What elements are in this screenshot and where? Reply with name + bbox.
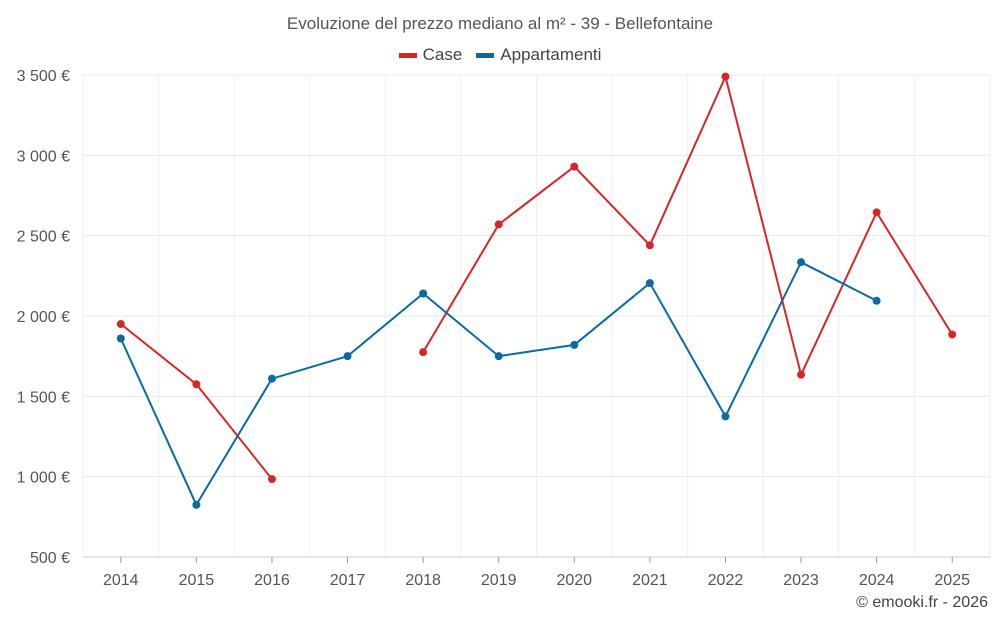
series-line-appartamenti <box>497 343 576 358</box>
data-point-case-2025[interactable] <box>948 330 957 339</box>
data-point-case-2014[interactable] <box>116 320 125 329</box>
series-line-case <box>119 323 198 386</box>
series-line-case <box>195 383 273 481</box>
data-point-case-2020[interactable] <box>570 162 579 171</box>
series-line-case <box>875 211 954 336</box>
data-point-appartamenti-2017[interactable] <box>343 352 352 361</box>
data-point-appartamenti-2024[interactable] <box>872 296 881 305</box>
legend-swatch-appartamenti <box>476 52 495 58</box>
data-point-case-2021[interactable] <box>645 241 654 250</box>
legend-label-case: Case <box>422 45 463 64</box>
data-point-appartamenti-2015[interactable] <box>192 500 201 509</box>
legend-label-appartamenti: Appartamenti <box>500 45 602 64</box>
series-line-appartamenti <box>724 261 803 418</box>
chart-title: Evoluzione del prezzo mediano al m² - 39… <box>286 14 714 33</box>
y-tick-label: 500 € <box>30 550 70 567</box>
y-tick-label: 1 000 € <box>17 470 70 487</box>
x-tick-label: 2023 <box>783 572 819 589</box>
data-point-case-2024[interactable] <box>872 208 881 217</box>
y-tick-label: 2 500 € <box>17 229 70 246</box>
x-tick-label: 2017 <box>330 572 366 589</box>
y-tick-label: 3 500 € <box>17 68 70 85</box>
series-line-appartamenti <box>270 355 349 380</box>
data-point-appartamenti-2016[interactable] <box>267 374 276 383</box>
series-line-appartamenti <box>422 292 500 358</box>
series-line-appartamenti <box>800 261 878 302</box>
x-tick-label: 2019 <box>481 572 517 589</box>
legend: Case Appartamenti <box>0 45 1000 65</box>
legend-swatch-case <box>398 52 417 58</box>
data-point-appartamenti-2022[interactable] <box>721 412 730 421</box>
series-line-case <box>573 165 651 247</box>
data-point-appartamenti-2021[interactable] <box>645 279 654 288</box>
data-point-case-2018[interactable] <box>419 348 428 357</box>
data-point-appartamenti-2023[interactable] <box>797 258 806 267</box>
data-point-appartamenti-2014[interactable] <box>116 334 125 343</box>
x-tick-label: 2021 <box>632 572 668 589</box>
legend-item-case[interactable]: Case <box>398 45 463 65</box>
x-tick-label: 2016 <box>254 572 290 589</box>
x-tick-label: 2014 <box>103 572 139 589</box>
series-line-case <box>800 211 878 376</box>
series-line-case <box>648 75 727 247</box>
series-line-appartamenti <box>573 282 651 346</box>
series-line-appartamenti <box>346 292 425 358</box>
y-tick-label: 1 500 € <box>17 389 70 406</box>
series-line-appartamenti <box>119 337 198 506</box>
series-line-appartamenti <box>648 282 727 418</box>
data-point-case-2022[interactable] <box>721 72 730 81</box>
y-tick-label: 2 000 € <box>17 309 70 326</box>
x-tick-label: 2015 <box>179 572 215 589</box>
x-tick-label: 2020 <box>556 572 592 589</box>
x-tick-label: 2025 <box>934 572 970 589</box>
series-line-case <box>497 165 576 226</box>
x-tick-label: 2024 <box>859 572 895 589</box>
data-point-case-2015[interactable] <box>192 380 201 389</box>
series-line-case <box>724 75 803 376</box>
data-point-case-2023[interactable] <box>797 370 806 379</box>
x-tick-label: 2018 <box>405 572 441 589</box>
x-tick-label: 2022 <box>708 572 744 589</box>
y-tick-label: 3 000 € <box>17 148 70 165</box>
series-line-appartamenti <box>195 377 273 506</box>
data-point-appartamenti-2018[interactable] <box>419 289 428 298</box>
data-point-appartamenti-2020[interactable] <box>570 340 579 349</box>
series-line-case <box>422 223 500 354</box>
data-point-appartamenti-2019[interactable] <box>494 352 503 361</box>
legend-item-appartamenti[interactable]: Appartamenti <box>476 45 601 65</box>
data-point-case-2016[interactable] <box>267 475 276 484</box>
credit-text: © emooki.fr - 2026 <box>856 594 988 611</box>
data-point-case-2019[interactable] <box>494 220 503 229</box>
